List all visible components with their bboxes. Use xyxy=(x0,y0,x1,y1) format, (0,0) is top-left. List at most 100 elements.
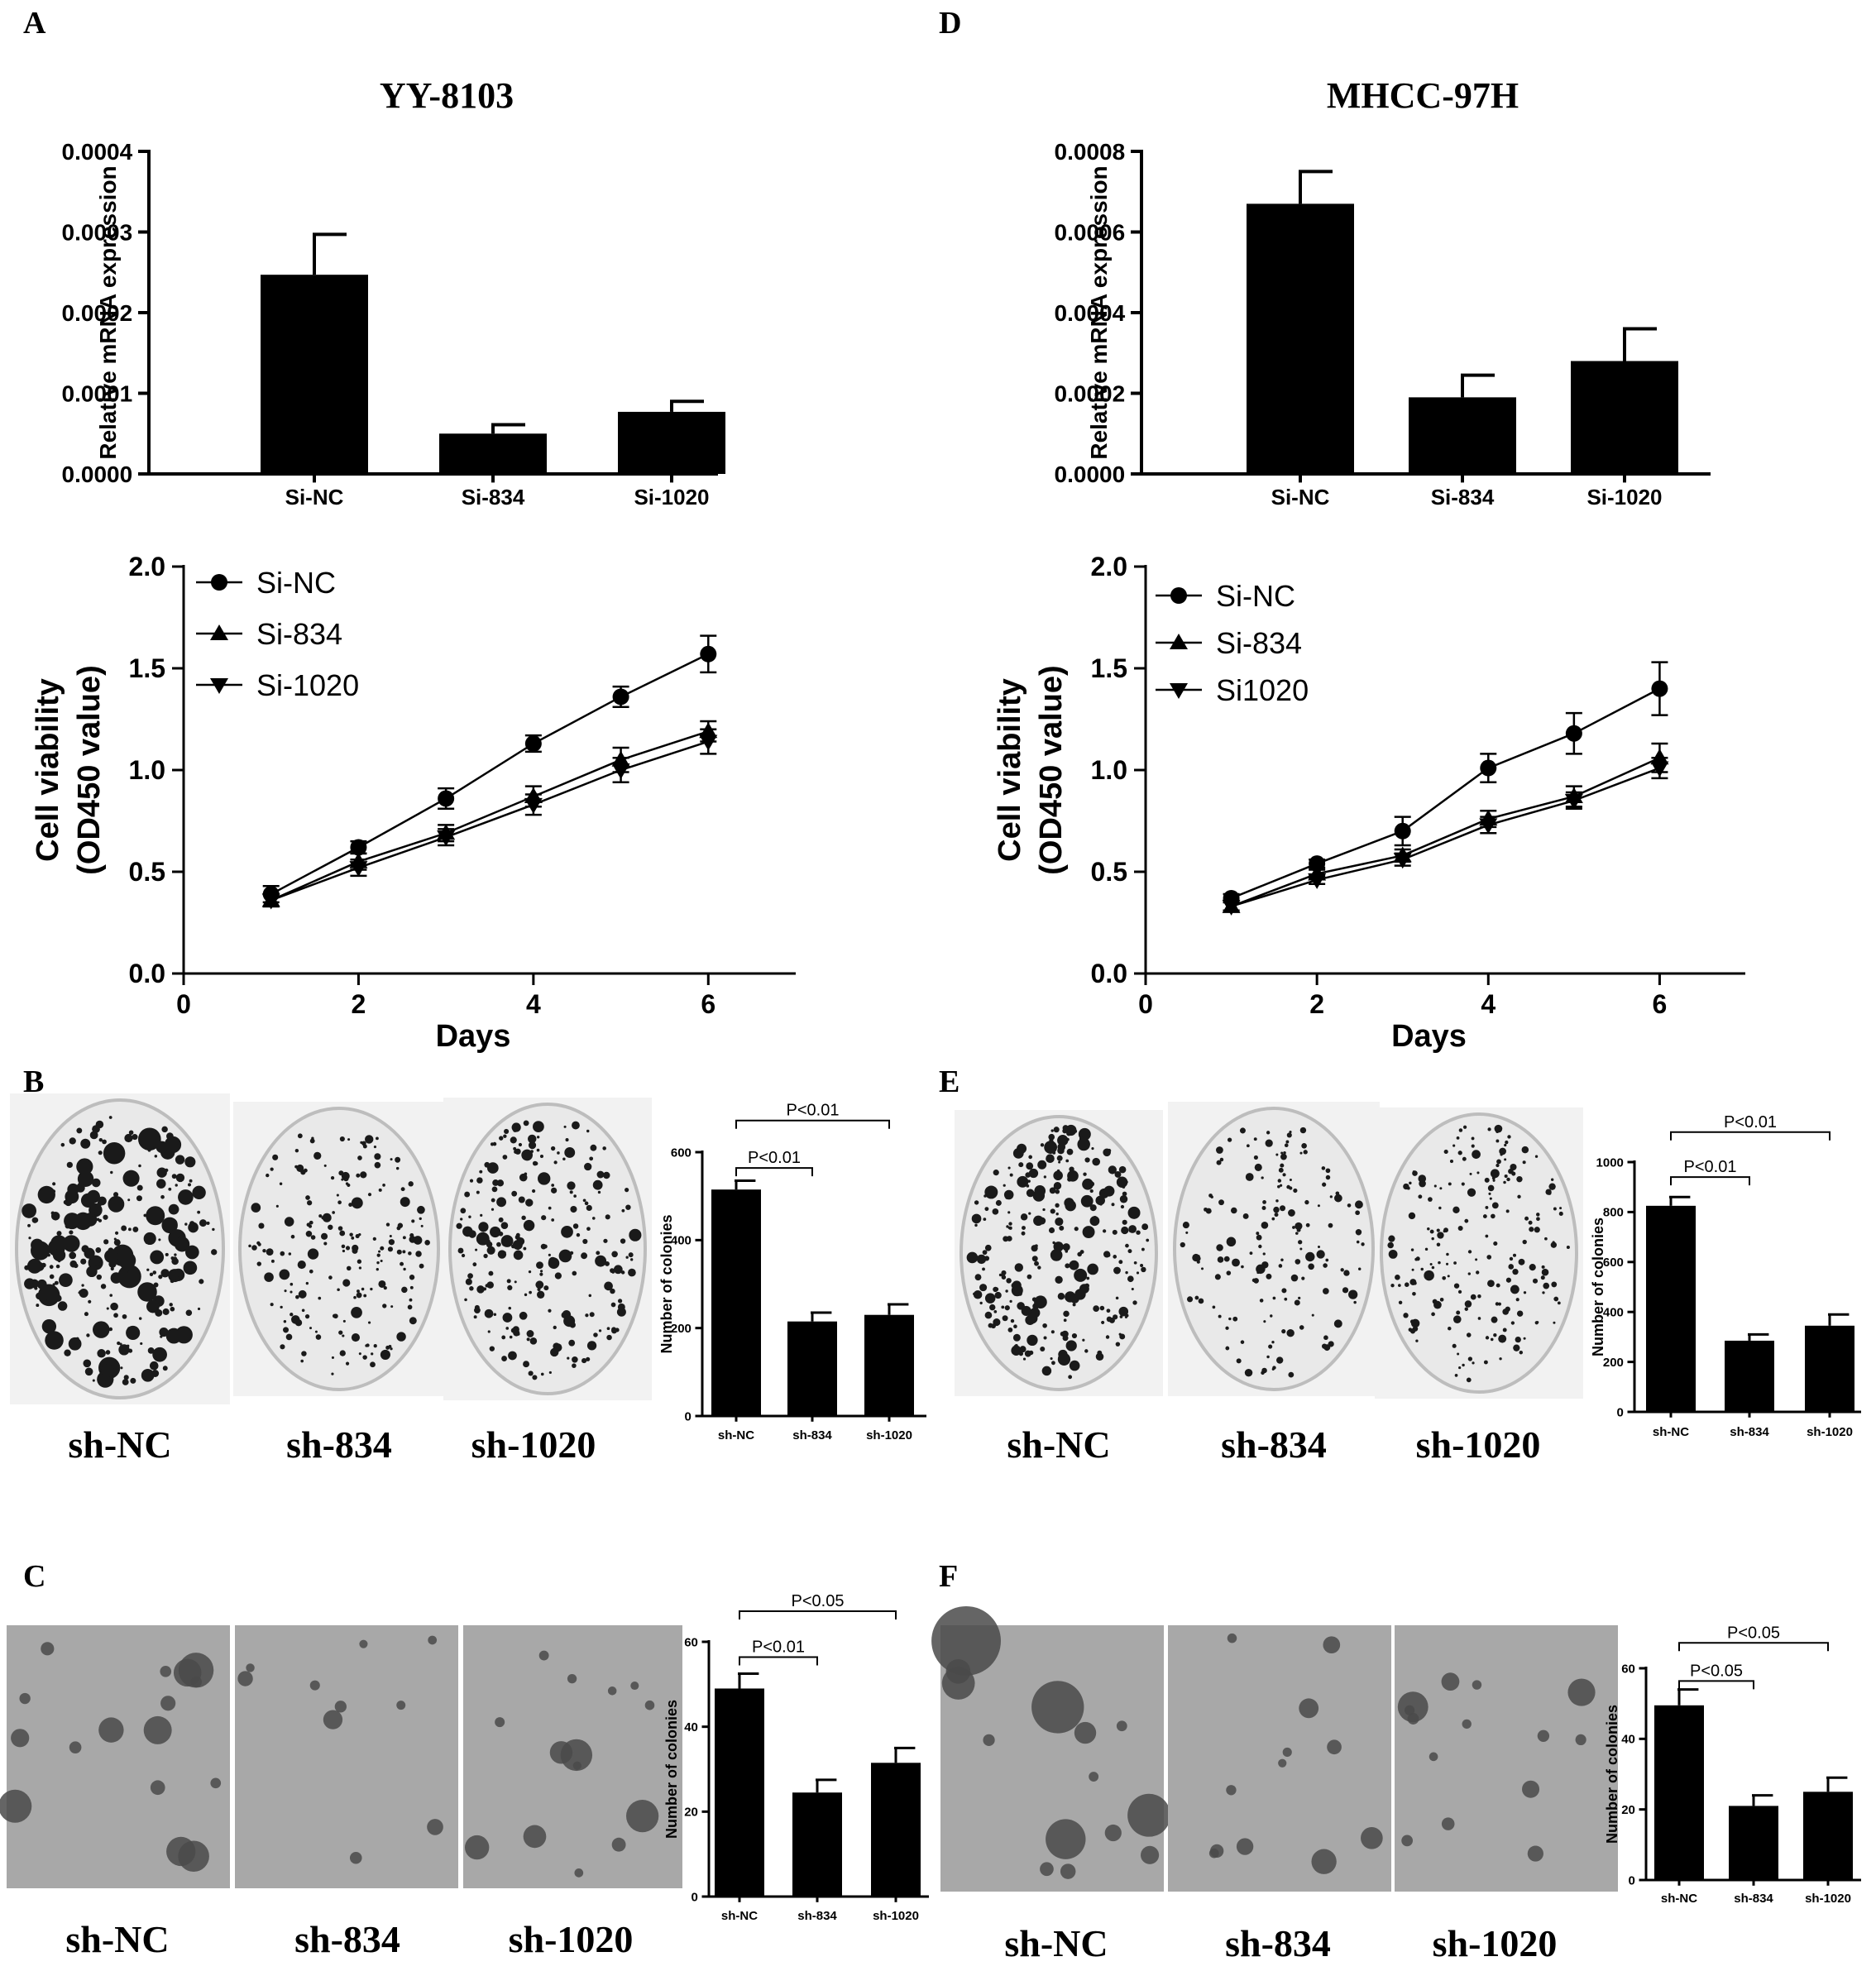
colony-spot xyxy=(1232,1258,1240,1267)
colony-spot xyxy=(1453,1261,1457,1265)
colony-spot xyxy=(1505,1209,1510,1213)
colony-spot xyxy=(1418,1174,1427,1183)
colony-spot xyxy=(498,1232,504,1237)
colony-spot xyxy=(178,1189,194,1205)
colony-spot xyxy=(1454,1374,1458,1377)
significance-bracket xyxy=(739,1610,897,1620)
colony-spot xyxy=(1104,1824,1122,1842)
colony-spot xyxy=(478,1222,489,1232)
colony-spot xyxy=(1487,1184,1495,1192)
colony-spot xyxy=(45,1296,50,1301)
colony-spot xyxy=(1472,1150,1481,1160)
colony-spot xyxy=(29,1280,33,1284)
colony-spot xyxy=(487,1330,491,1333)
colony-spot xyxy=(1472,1361,1475,1365)
colony-spot xyxy=(62,1235,80,1252)
colony-spot xyxy=(314,1330,318,1333)
colony-spot xyxy=(378,1250,381,1253)
colony-spot xyxy=(1328,1222,1333,1228)
colony-spot xyxy=(52,1182,56,1186)
colony-spot xyxy=(117,1341,121,1346)
colony-spot xyxy=(491,1208,495,1211)
x-tick-label: sh-834 xyxy=(1734,1892,1773,1906)
colony-spot xyxy=(1321,1343,1328,1349)
colony-spot xyxy=(199,1279,204,1284)
colony-spot xyxy=(993,1309,998,1313)
y-tick-label: 0.0002 xyxy=(62,300,133,326)
colony-spot xyxy=(1492,1179,1496,1182)
colony-spot xyxy=(472,1262,477,1267)
colony-spot xyxy=(1329,1195,1333,1198)
colony-spot xyxy=(1125,1270,1128,1275)
colony-spot xyxy=(342,1249,346,1253)
colony-spot xyxy=(309,1220,313,1225)
colony-spot xyxy=(98,1717,124,1743)
colony-spot xyxy=(103,1142,126,1165)
colony-spot xyxy=(1431,1265,1435,1270)
colony-spot xyxy=(1102,1229,1107,1233)
x-tick-label: sh-NC xyxy=(721,1909,758,1923)
colony-spot xyxy=(337,1226,343,1231)
colony-spot xyxy=(60,1142,65,1147)
y-tick-label: 0.0004 xyxy=(62,139,133,165)
colony-spot xyxy=(1553,1321,1556,1324)
colony-spot xyxy=(122,1170,140,1187)
dish-label-f-3: sh-1020 xyxy=(1433,1922,1558,1964)
colony-spot xyxy=(1436,1228,1440,1232)
colony-spot xyxy=(127,1270,131,1274)
colony-spot xyxy=(86,1333,90,1337)
colony-spot xyxy=(64,1349,71,1356)
colony-spot xyxy=(1246,1144,1250,1148)
colony-spot xyxy=(359,1639,368,1648)
colony-spot xyxy=(185,1245,199,1260)
colony-spot xyxy=(97,1349,106,1358)
colony-spot xyxy=(1000,1272,1006,1277)
colony-spot xyxy=(143,1715,172,1744)
colony-spot xyxy=(34,1286,38,1290)
colony-spot xyxy=(304,1313,310,1319)
point-marker xyxy=(261,893,280,910)
colony-spot xyxy=(1496,1159,1501,1165)
y-axis-title-unit: (OD450 value) xyxy=(72,665,107,874)
point-marker xyxy=(1170,634,1188,649)
y-tick-label: 0.5 xyxy=(129,857,165,887)
y-tick-label: 0.0 xyxy=(1091,959,1127,988)
colony-spot xyxy=(309,1680,320,1691)
colony-spot xyxy=(1462,1125,1467,1129)
colony-spot xyxy=(1461,1182,1465,1186)
colony-spot xyxy=(270,1167,274,1171)
colony-spot xyxy=(1281,1288,1287,1294)
colony-spot xyxy=(1118,1165,1127,1174)
series-line xyxy=(1231,757,1660,907)
colony-spot xyxy=(1108,1165,1117,1174)
colony-spot xyxy=(1493,1332,1497,1337)
colony-spot xyxy=(551,1218,555,1222)
colony-spot xyxy=(1545,1189,1552,1195)
panel-letter-c: C xyxy=(23,1559,45,1594)
colony-spot xyxy=(1438,1206,1442,1210)
colony-spot xyxy=(1058,1160,1061,1164)
colony-spot xyxy=(262,1248,266,1253)
y-tick-label: 0.0002 xyxy=(1055,380,1126,406)
colony-spot xyxy=(160,1666,172,1677)
colony-spot xyxy=(1524,1216,1529,1221)
x-tick-label: Si-NC xyxy=(1271,485,1330,509)
colony-spot xyxy=(974,1223,978,1227)
colony-spot xyxy=(409,1317,417,1325)
colony-spot xyxy=(460,1218,463,1221)
colony-spot xyxy=(597,1190,601,1194)
colony-spot xyxy=(467,1273,473,1279)
colony-spot xyxy=(1214,1274,1221,1280)
colony-spot xyxy=(1103,1251,1111,1258)
y-tick-label: 40 xyxy=(1621,1733,1635,1747)
bar xyxy=(715,1688,764,1897)
colony-spot xyxy=(543,1285,549,1291)
colony-spot xyxy=(110,1272,122,1284)
point-marker xyxy=(350,839,367,856)
colony-spot xyxy=(1263,1320,1266,1323)
colony-spot xyxy=(1398,1300,1403,1305)
colony-spot xyxy=(184,1222,188,1226)
colony-spot xyxy=(307,1248,319,1260)
colony-spot xyxy=(1012,1333,1021,1342)
colony-spot xyxy=(1011,1345,1022,1356)
